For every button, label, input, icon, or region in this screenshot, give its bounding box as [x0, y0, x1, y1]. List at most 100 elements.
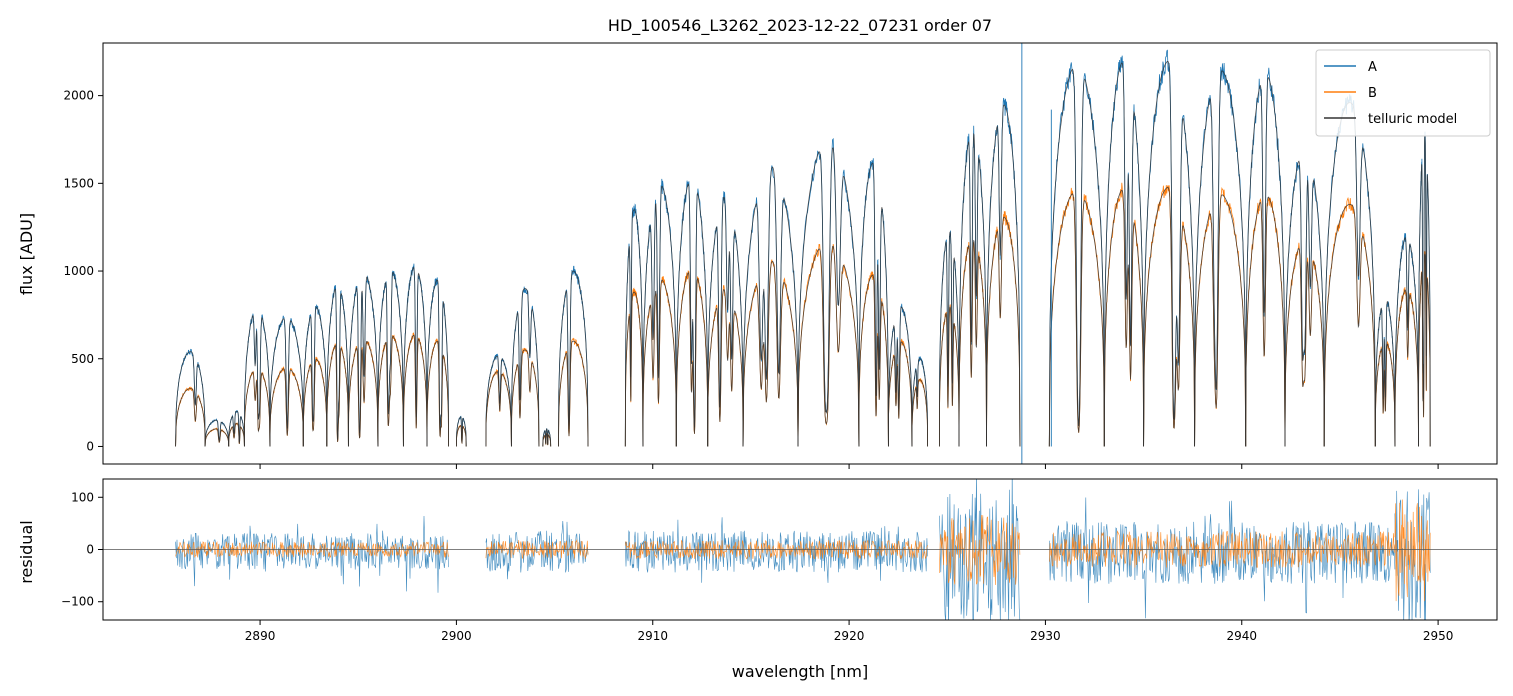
residual-a-line [175, 479, 1431, 620]
residual-b-segment [175, 541, 449, 558]
residual-x-tick-label: 2930 [1030, 629, 1061, 643]
telluric-model-segment [1245, 76, 1286, 447]
residual-a-segment [1394, 489, 1431, 620]
telluric-model-segment [939, 231, 960, 447]
residual-x-tick-label: 2920 [834, 629, 865, 643]
telluric-model-segment [675, 183, 709, 447]
residual-x-tick-label: 2890 [245, 629, 276, 643]
residual-x-tick-label: 2940 [1226, 629, 1257, 643]
flux-panel: 0 500 1000 1500 2000 flux [ADU] A B telluric… [17, 42, 1498, 469]
residual-panel: −100 0 100 2890 2900 2910 2920 2930 2940 2950 re… [17, 478, 1498, 681]
flux-y-tick-label: 1500 [63, 176, 94, 190]
telluric-model-segment [377, 271, 404, 447]
legend-label-model: telluric model [1368, 112, 1457, 127]
telluric-model-segment [511, 288, 540, 447]
telluric-model-segment [558, 340, 589, 447]
telluric-model-segment [797, 147, 860, 447]
telluric-model-segment [911, 358, 928, 447]
telluric-model-segment [742, 260, 799, 447]
telluric-model-segment [986, 216, 1021, 447]
telluric-model-segment [1284, 160, 1325, 447]
residual-y-label: residual [17, 520, 36, 583]
residual-x-tick-label: 2910 [637, 629, 668, 643]
residual-b-segment [1049, 530, 1396, 568]
legend-label-b: B [1368, 86, 1377, 101]
telluric-model-segment [1245, 196, 1286, 447]
flux-y-ticks: 0 500 1000 1500 2000 [63, 89, 103, 453]
telluric-model-segment [485, 355, 512, 447]
telluric-model-segment [244, 371, 271, 447]
flux-y-tick-label: 2000 [63, 89, 94, 103]
residual-b-segment [485, 539, 589, 560]
telluric-model-segment [302, 306, 328, 447]
telluric-model-segment [269, 318, 304, 447]
telluric-model-segment [377, 335, 404, 447]
telluric-model-segment [986, 104, 1021, 447]
telluric-model-segment [1374, 343, 1396, 447]
telluric-model-segment [426, 279, 449, 447]
residual-y-tick-label: 100 [71, 490, 94, 504]
telluric-model-segment [175, 351, 206, 447]
telluric-model-segment [1143, 187, 1195, 447]
chart-title: HD_100546_L3262_2023-12-22_07231 order 0… [608, 16, 992, 36]
telluric-model-segment [707, 289, 744, 447]
telluric-model-segment [542, 428, 552, 447]
telluric-model-segment [1048, 193, 1105, 447]
flux-x-ticks [259, 464, 1439, 469]
telluric-model-segment [511, 349, 540, 447]
telluric-model-segment [244, 314, 271, 447]
telluric-model-segment [888, 306, 913, 447]
telluric-model-segment [1323, 204, 1376, 447]
telluric-model-segment [1418, 136, 1431, 447]
residual-b-segment [1394, 499, 1431, 602]
residual-a-segment [485, 520, 589, 580]
residual-b-line [175, 499, 1431, 602]
telluric-model-segment [1394, 289, 1419, 447]
residual-x-tick-label: 2950 [1423, 629, 1454, 643]
telluric-model-segment [542, 433, 552, 447]
telluric-model-line [175, 61, 1431, 447]
telluric-model-segment [348, 276, 379, 447]
telluric-model-segment [558, 270, 589, 447]
telluric-model-segment [707, 196, 744, 447]
telluric-model-segment [911, 379, 928, 447]
telluric-model-segment [858, 274, 889, 447]
telluric-model-segment [175, 388, 206, 447]
telluric-model-segment [1394, 237, 1419, 447]
telluric-model-segment [642, 279, 677, 447]
telluric-model-segment [642, 185, 677, 447]
telluric-model-segment [888, 341, 913, 447]
residual-a-segment [625, 517, 928, 583]
flux-axes-frame [102, 42, 1498, 465]
telluric-model-segment [1103, 189, 1144, 447]
x-axis-label: wavelength [nm] [732, 662, 869, 681]
telluric-model-segment [1284, 247, 1325, 447]
legend-box [1315, 49, 1491, 137]
telluric-model-segment [858, 162, 889, 447]
telluric-model-segment [326, 345, 349, 447]
residual-y-ticks: −100 0 100 [61, 490, 103, 609]
telluric-model-segment [1194, 194, 1247, 447]
telluric-model-segment [1143, 61, 1195, 447]
residual-b-segment [625, 539, 928, 560]
telluric-model-segment [403, 334, 428, 447]
residual-y-tick-label: −100 [61, 595, 94, 609]
residual-x-ticks: 2890 2900 2910 2920 2930 2940 2950 [245, 620, 1454, 643]
telluric-model-segment [228, 411, 245, 447]
flux-y-tick-label: 0 [86, 439, 94, 453]
telluric-model-segment [675, 272, 709, 447]
telluric-model-segment [797, 245, 860, 447]
telluric-model-segment [269, 368, 304, 447]
telluric-model-segment [742, 166, 799, 447]
spike-lines [1021, 43, 1052, 464]
telluric-model-segment [403, 266, 428, 447]
telluric-model-segment [1048, 68, 1105, 447]
residual-b-segment [939, 514, 1021, 586]
flux-y-tick-label: 1000 [63, 264, 94, 278]
telluric-model-segment [1194, 70, 1247, 447]
telluric-model-segment [624, 209, 644, 447]
residual-a-segment [1049, 497, 1396, 619]
telluric-model-segment [228, 423, 245, 447]
legend-label-a: A [1368, 60, 1377, 75]
